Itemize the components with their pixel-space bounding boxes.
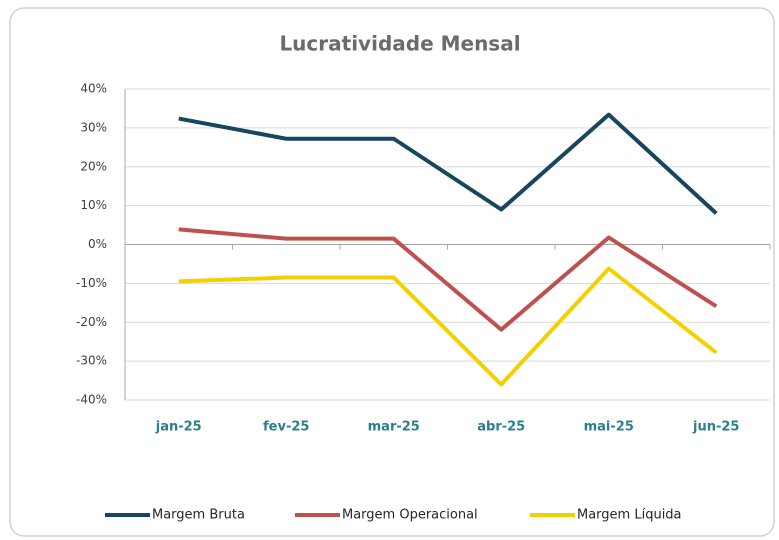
y-tick-label: 0% <box>88 237 107 251</box>
y-tick-label: 40% <box>80 82 107 96</box>
x-tick-label: mai-25 <box>584 420 634 435</box>
y-tick-label: -20% <box>76 315 107 329</box>
x-tick-label: mar-25 <box>368 420 420 435</box>
y-tick-label: -30% <box>76 354 107 368</box>
y-tick-label: 30% <box>80 120 107 134</box>
x-tick-label: abr-25 <box>477 420 525 435</box>
x-tick-label: jan-25 <box>155 420 202 435</box>
legend-label: Margem Bruta <box>152 508 245 523</box>
y-tick-label: 20% <box>80 159 107 173</box>
series-line <box>178 112 718 215</box>
legend-label: Margem Operacional <box>342 508 478 523</box>
x-tick-label: jun-25 <box>692 420 739 435</box>
legend-label: Margem Líquida <box>577 508 682 523</box>
chart-title: Lucratividade Mensal <box>279 32 520 56</box>
y-tick-label: 10% <box>80 198 107 212</box>
y-tick-label: -40% <box>76 393 107 407</box>
series-line <box>178 266 718 387</box>
y-tick-label: -10% <box>76 276 107 290</box>
series-line <box>178 227 718 332</box>
x-tick-label: fev-25 <box>263 420 309 435</box>
